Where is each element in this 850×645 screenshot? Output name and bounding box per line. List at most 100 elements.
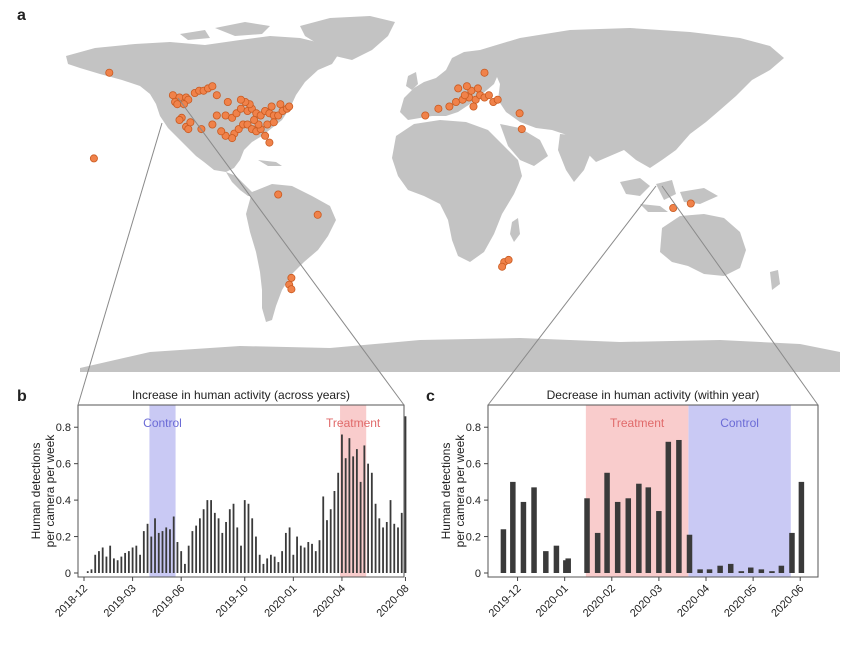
- site-marker: [105, 68, 114, 77]
- bar: [389, 500, 392, 573]
- bar: [625, 498, 632, 573]
- y-axis-label-line: per camera per week: [453, 434, 467, 548]
- bar: [113, 558, 115, 573]
- y-tick-label: 0.8: [466, 422, 481, 434]
- x-tick-label: 2019-12: [487, 583, 524, 620]
- bar: [101, 547, 104, 573]
- bar: [217, 518, 220, 573]
- land-greenland: [300, 16, 395, 60]
- bar: [656, 511, 662, 573]
- bar: [798, 481, 805, 573]
- bar: [594, 532, 601, 573]
- bar: [90, 569, 93, 573]
- bar: [614, 501, 621, 573]
- land-arctic-islands: [180, 22, 270, 40]
- bar: [510, 481, 516, 573]
- bar: [344, 458, 347, 573]
- bar: [352, 456, 355, 573]
- bar: [543, 551, 549, 573]
- site-marker: [484, 91, 493, 100]
- bar: [139, 554, 141, 573]
- bar: [404, 416, 407, 573]
- bar: [393, 523, 396, 573]
- control-band: [688, 405, 791, 577]
- x-tick-label: 2020-02: [581, 583, 618, 620]
- bar: [727, 563, 734, 573]
- land-japan: [700, 94, 716, 118]
- bar: [262, 563, 265, 573]
- bar: [165, 527, 168, 573]
- bar: [370, 472, 373, 573]
- bar: [270, 554, 272, 573]
- bar: [382, 527, 384, 573]
- bar: [307, 542, 310, 573]
- bar: [314, 551, 317, 573]
- y-axis-label-line: Human detections: [439, 443, 453, 540]
- site-marker: [469, 102, 478, 111]
- site-marker: [462, 82, 471, 91]
- bar: [180, 551, 183, 573]
- bar: [697, 569, 703, 573]
- bar: [225, 521, 227, 573]
- bar: [210, 500, 212, 573]
- bar: [778, 565, 785, 573]
- bar: [157, 532, 160, 573]
- bar: [292, 554, 295, 573]
- site-marker: [434, 104, 443, 113]
- bar: [789, 532, 795, 573]
- bar: [686, 534, 693, 573]
- bar: [322, 496, 325, 573]
- bar: [303, 547, 306, 573]
- bar: [400, 512, 403, 573]
- bar: [98, 551, 100, 573]
- y-tick-label: 0.8: [56, 422, 71, 434]
- bar: [738, 571, 745, 573]
- bar: [355, 449, 358, 573]
- bar: [748, 567, 754, 573]
- bar: [531, 487, 537, 573]
- y-tick-label: 0.6: [56, 459, 71, 471]
- bar: [378, 518, 381, 573]
- bar: [127, 551, 130, 573]
- site-marker: [517, 125, 526, 134]
- bar: [251, 518, 254, 573]
- site-marker: [445, 102, 454, 111]
- bar: [288, 527, 291, 573]
- bar: [359, 481, 362, 573]
- site-marker: [473, 84, 482, 93]
- bar: [318, 540, 321, 573]
- bar: [326, 520, 328, 573]
- site-marker: [480, 68, 489, 77]
- bar: [247, 503, 250, 573]
- bar: [645, 487, 652, 573]
- bar: [584, 498, 590, 573]
- bar: [367, 463, 369, 573]
- treatment-label: Treatment: [610, 416, 665, 430]
- site-marker: [460, 91, 469, 100]
- bar: [706, 569, 713, 573]
- site-marker: [208, 82, 217, 91]
- x-tick-label: 2020-06: [769, 583, 806, 620]
- bar: [348, 438, 351, 573]
- bar: [333, 491, 336, 573]
- land-arabia: [500, 124, 548, 166]
- bar: [500, 529, 507, 573]
- y-tick-label: 0.2: [466, 532, 481, 544]
- bar: [169, 529, 171, 573]
- bar: [296, 536, 298, 573]
- bar: [385, 521, 388, 573]
- bar: [665, 441, 672, 573]
- y-tick-label: 0.2: [56, 532, 71, 544]
- bar: [150, 536, 153, 573]
- bar: [273, 556, 276, 573]
- bar: [213, 512, 216, 573]
- bar: [281, 551, 284, 573]
- site-marker: [421, 111, 430, 120]
- land-uk: [406, 72, 418, 90]
- bar: [676, 439, 682, 573]
- bar: [363, 445, 366, 573]
- y-tick-label: 0.4: [56, 495, 71, 507]
- y-tick-label: 0: [65, 568, 71, 580]
- bar: [228, 509, 231, 573]
- bar: [198, 518, 201, 573]
